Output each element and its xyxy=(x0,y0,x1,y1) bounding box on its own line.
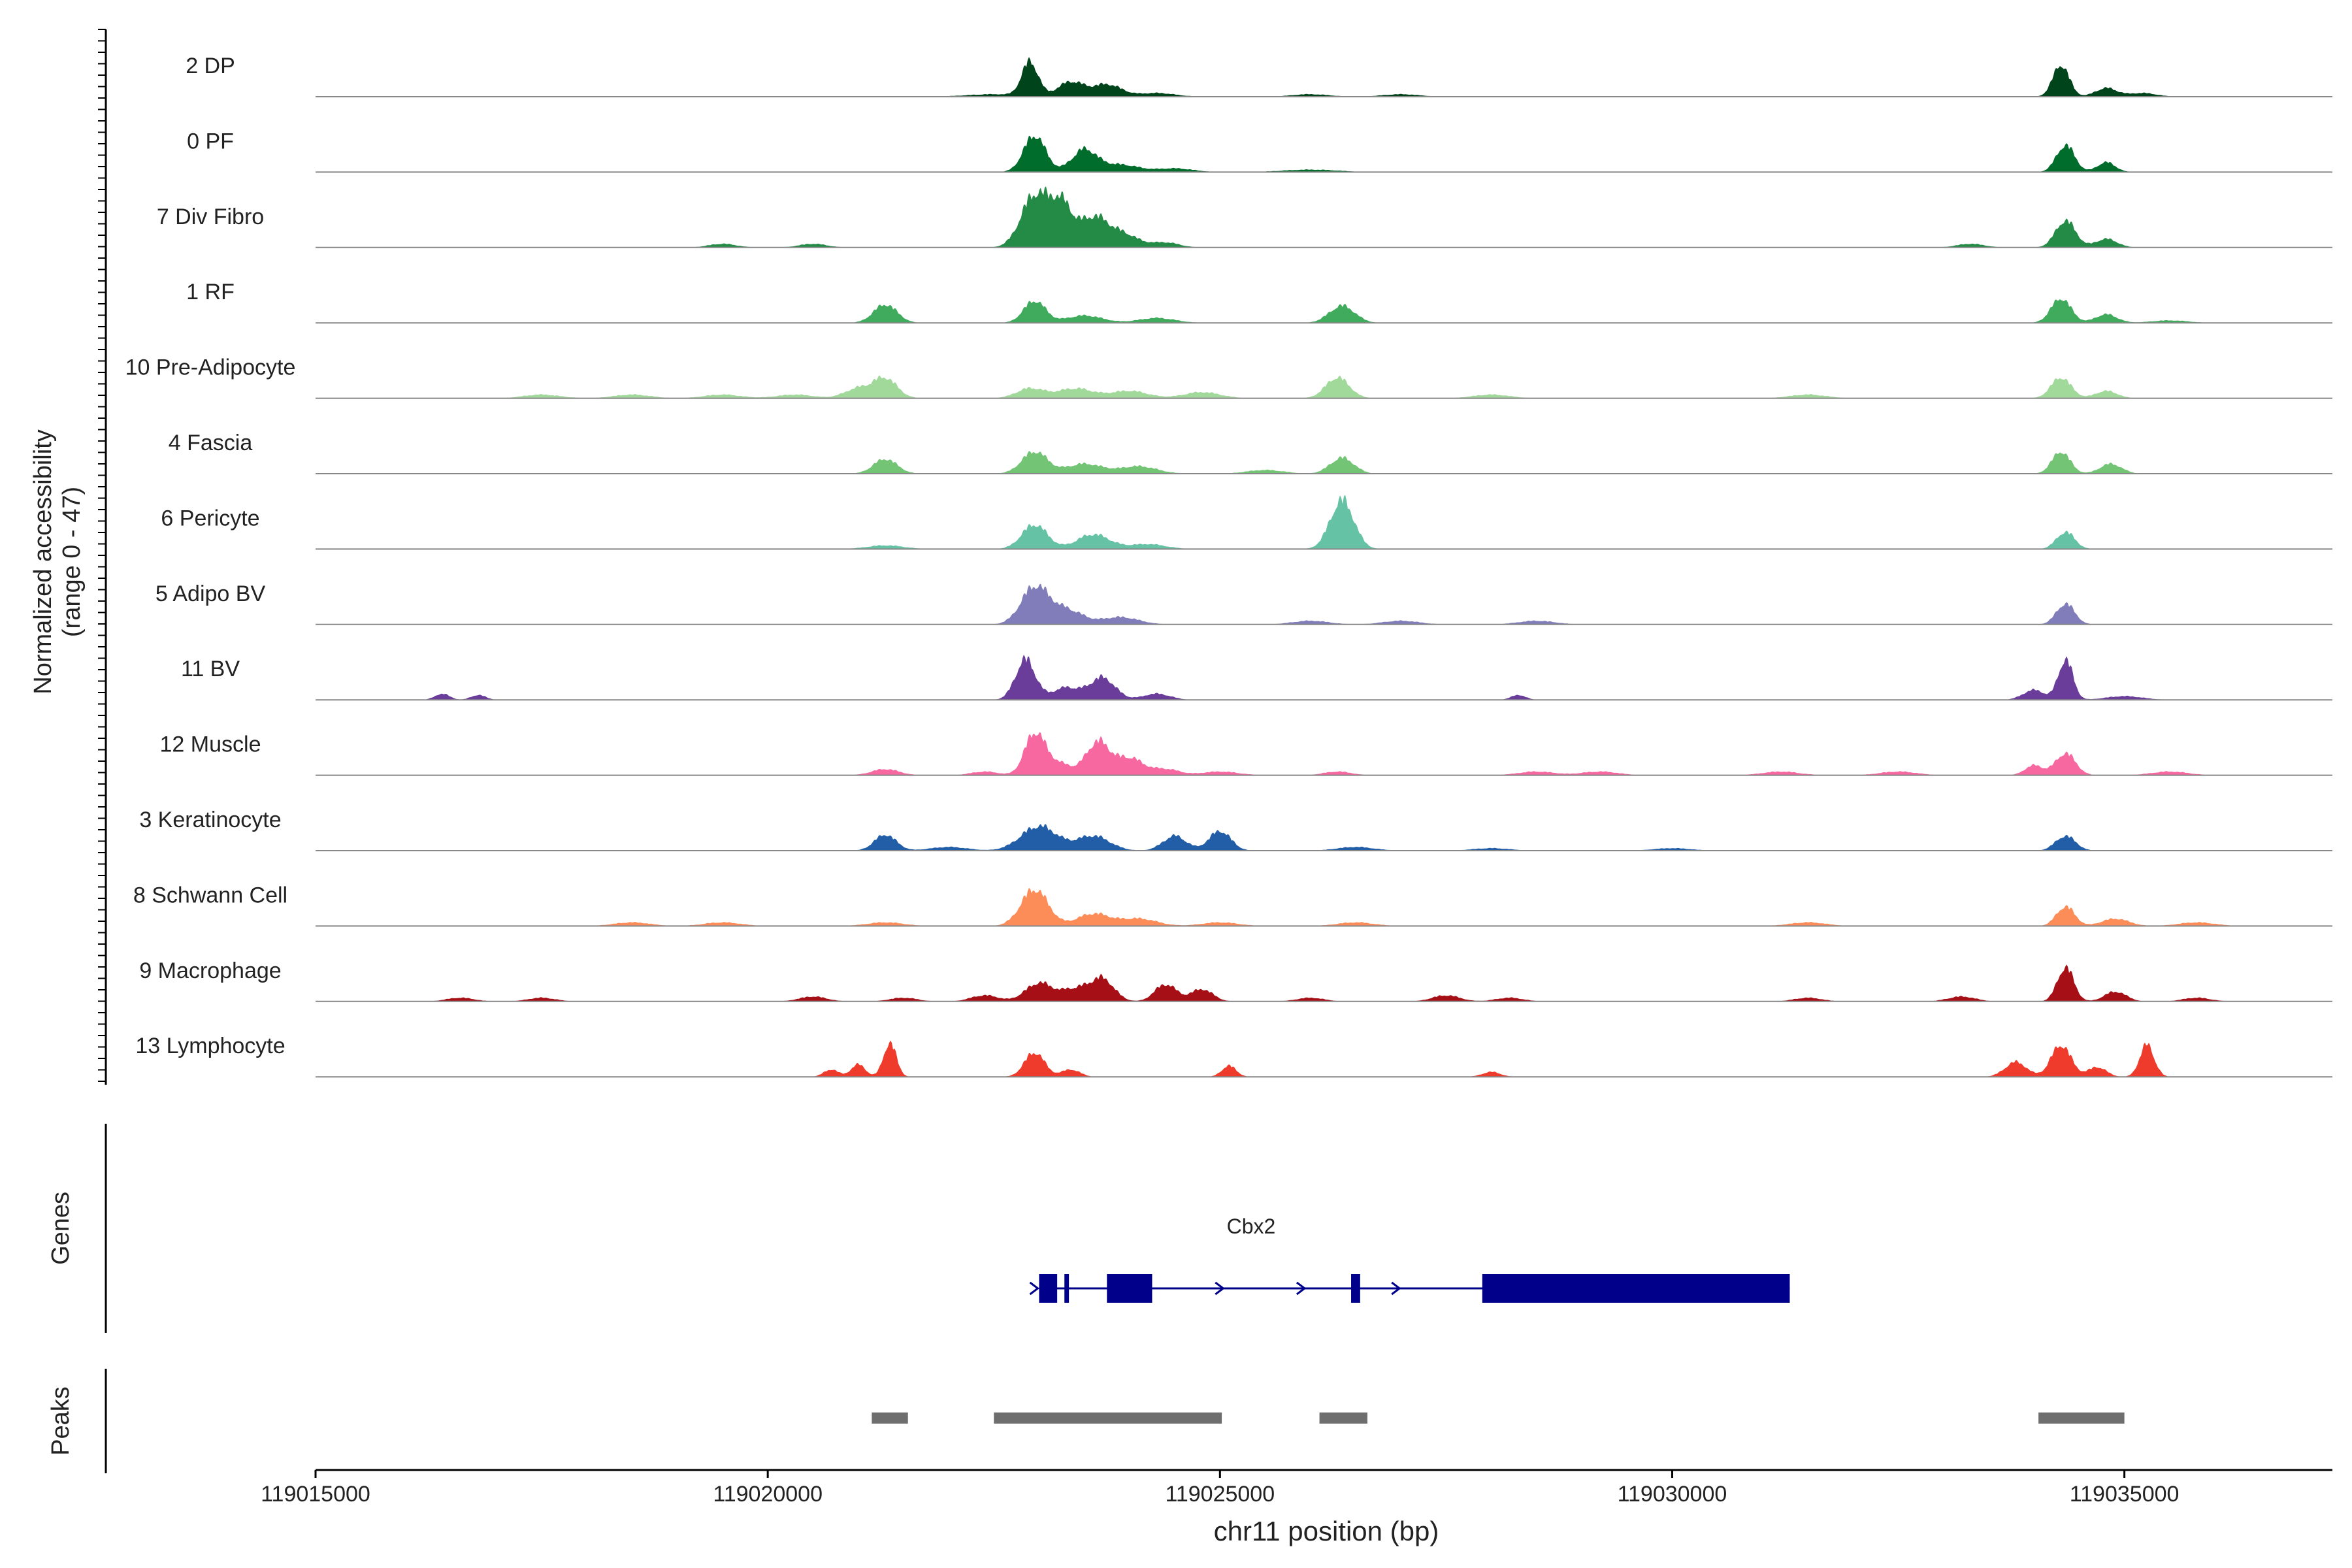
x-tick-label: 119020000 xyxy=(713,1482,823,1507)
gene-exon xyxy=(1039,1274,1058,1303)
track-14: 13 Lymphocyte xyxy=(135,1034,2332,1078)
track-3: 7 Div Fibro xyxy=(157,186,2332,248)
peak-region xyxy=(2038,1413,2125,1424)
coverage-area xyxy=(316,135,2332,172)
track-label: 4 Fascia xyxy=(169,431,253,455)
x-axis-label: chr11 position (bp) xyxy=(1214,1516,1439,1546)
coverage-area xyxy=(316,732,2332,776)
peak-region xyxy=(1319,1413,1367,1424)
track-12: 8 Schwann Cell xyxy=(133,883,2332,927)
track-label: 7 Div Fibro xyxy=(157,204,264,229)
peak-track xyxy=(872,1413,2125,1424)
gene-cbx2: Cbx2 xyxy=(1029,1215,1790,1303)
track-label: 8 Schwann Cell xyxy=(133,883,287,907)
track-13: 9 Macrophage xyxy=(139,958,2332,1002)
x-tick-label: 119015000 xyxy=(261,1482,370,1507)
y-axis-label-range: (range 0 - 47) xyxy=(58,487,86,637)
x-axis: 119015000 119020000 119025000 119030000 1190… xyxy=(261,1469,2332,1507)
gene-exon xyxy=(1064,1274,1070,1303)
track-10: 12 Muscle xyxy=(160,732,2332,776)
gene-name: Cbx2 xyxy=(1227,1215,1276,1238)
gene-track: Cbx2 xyxy=(1029,1215,1790,1303)
coverage-area xyxy=(316,299,2332,323)
strand-arrow xyxy=(1215,1281,1225,1296)
track-6: 4 Fascia xyxy=(169,431,2332,474)
strand-arrow xyxy=(1391,1281,1401,1296)
track-label: 6 Pericyte xyxy=(161,506,259,531)
x-tick-label: 119025000 xyxy=(1165,1482,1275,1507)
coverage-tracks: 2 DP 0 PF 7 Div Fibro 1 RF 10 Pre-Adipocyte 4… xyxy=(125,54,2332,1078)
track-label: 9 Macrophage xyxy=(139,958,281,983)
track-4: 1 RF xyxy=(186,280,2332,324)
coverage-area xyxy=(316,583,2332,625)
track-label: 3 Keratinocyte xyxy=(139,808,281,832)
peak-region xyxy=(994,1413,1222,1424)
track-8: 5 Adipo BV xyxy=(155,581,2332,625)
track-label: 1 RF xyxy=(186,280,235,304)
coverage-area xyxy=(316,824,2332,851)
track-label: 10 Pre-Adipocyte xyxy=(125,355,296,380)
x-tick-label: 119035000 xyxy=(2070,1482,2180,1507)
coverage-area xyxy=(316,375,2332,399)
genes-track-label: Genes xyxy=(47,1192,74,1265)
track-11: 3 Keratinocyte xyxy=(139,808,2332,851)
track-9: 11 BV xyxy=(181,655,2332,701)
coverage-area xyxy=(316,887,2332,926)
coverage-area xyxy=(316,451,2332,474)
gene-exon xyxy=(1482,1274,1790,1303)
coverage-area xyxy=(316,964,2332,1002)
track-label: 0 PF xyxy=(187,129,234,154)
gene-exon xyxy=(1107,1274,1152,1303)
track-label: 11 BV xyxy=(181,657,240,681)
coverage-area xyxy=(316,186,2332,248)
track-label: 5 Adipo BV xyxy=(155,581,266,606)
track-7: 6 Pericyte xyxy=(161,495,2332,550)
x-tick-label: 119030000 xyxy=(1618,1482,1727,1507)
track-label: 13 Lymphocyte xyxy=(135,1034,285,1058)
track-1: 2 DP xyxy=(186,54,2332,97)
strand-arrow xyxy=(1296,1281,1307,1296)
coverage-area xyxy=(316,1040,2332,1077)
track-label: 2 DP xyxy=(186,54,235,78)
peak-region xyxy=(872,1413,908,1424)
left-axes xyxy=(98,29,107,1473)
track-5: 10 Pre-Adipocyte xyxy=(125,355,2332,399)
y-axis-label: Normalized accessibility xyxy=(29,429,57,694)
track-label: 12 Muscle xyxy=(160,732,261,757)
strand-arrow xyxy=(1029,1281,1040,1296)
gene-exon xyxy=(1351,1274,1360,1303)
peaks-track-label: Peaks xyxy=(47,1386,74,1456)
coverage-area xyxy=(316,57,2332,97)
coverage-area xyxy=(316,495,2332,549)
track-2: 0 PF xyxy=(187,129,2332,173)
coverage-area xyxy=(316,655,2332,700)
